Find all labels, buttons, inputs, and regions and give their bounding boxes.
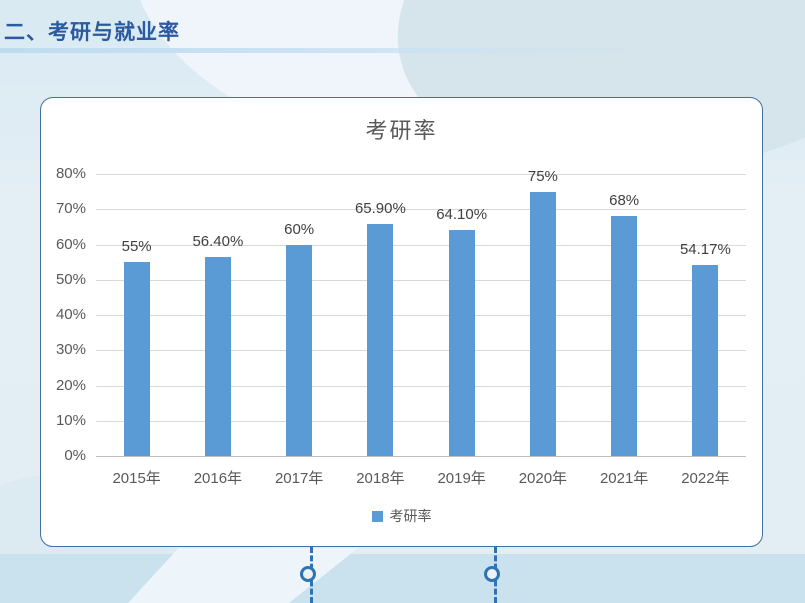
chart-title: 考研率 [365, 119, 438, 144]
background-band-bottom [0, 554, 805, 603]
gridline [96, 244, 746, 246]
bar-value-label: 65.90% [354, 199, 406, 217]
y-tick-label: 0% [64, 447, 86, 464]
y-tick-label: 40% [55, 306, 86, 323]
gridline [96, 456, 746, 457]
legend-swatch-icon [371, 510, 383, 522]
bar [367, 223, 394, 456]
chart-card: 考研率 0% 10% 20% 30% 40% 50% 60% 70% 80% 55% 2015年 56… [40, 97, 763, 547]
x-tick-label: 2022年 [681, 470, 730, 487]
y-tick-label: 80% [55, 165, 86, 182]
x-tick-label: 2017年 [274, 470, 324, 487]
gridline [96, 209, 746, 211]
bar-value-label: 56.40% [192, 233, 244, 251]
bar-value-label: 75% [527, 167, 558, 185]
x-tick-label: 2016年 [193, 470, 243, 487]
y-tick-label: 20% [55, 376, 86, 394]
gridline [96, 385, 746, 387]
plot-area: 0% 10% 20% 30% 40% 50% 60% 70% 80% 55% 2015年 56.40%… [56, 165, 746, 487]
header-underline [0, 48, 640, 53]
y-tick-label: 50% [55, 270, 86, 288]
y-tick-label: 70% [55, 200, 86, 218]
gridline [96, 174, 746, 175]
bar-value-label: 54.17% [679, 241, 731, 259]
bar [286, 244, 313, 456]
gridline [96, 420, 746, 422]
y-tick-label: 30% [55, 341, 86, 359]
bar [529, 191, 556, 456]
bar-value-label: 64.10% [436, 206, 488, 224]
bar-value-label: 60% [284, 220, 315, 238]
y-tick-label: 10% [55, 411, 86, 429]
timeline-marker [300, 547, 322, 603]
bar [123, 262, 150, 456]
gridline [96, 315, 746, 316]
page-title: 二、考研与就业率 [4, 21, 180, 44]
bar-value-label: 55% [121, 238, 152, 256]
chart-legend: 考研率 [41, 508, 762, 524]
x-tick-label: 2019年 [437, 470, 486, 487]
bar-value-label: 68% [609, 192, 640, 210]
x-tick-label: 2021年 [599, 470, 649, 487]
timeline-marker [484, 547, 506, 603]
bar [692, 265, 719, 456]
x-tick-label: 2018年 [356, 470, 405, 487]
gridline [96, 350, 746, 352]
x-tick-label: 2015年 [112, 470, 161, 487]
x-tick-label: 2020年 [518, 470, 568, 487]
timeline-circle-icon [300, 566, 316, 582]
legend-label: 考研率 [389, 508, 432, 524]
gridline [96, 279, 746, 281]
bar [448, 230, 475, 456]
y-tick-label: 60% [55, 235, 86, 253]
bar [204, 257, 231, 456]
bar [611, 216, 638, 456]
timeline-circle-icon [484, 566, 500, 582]
